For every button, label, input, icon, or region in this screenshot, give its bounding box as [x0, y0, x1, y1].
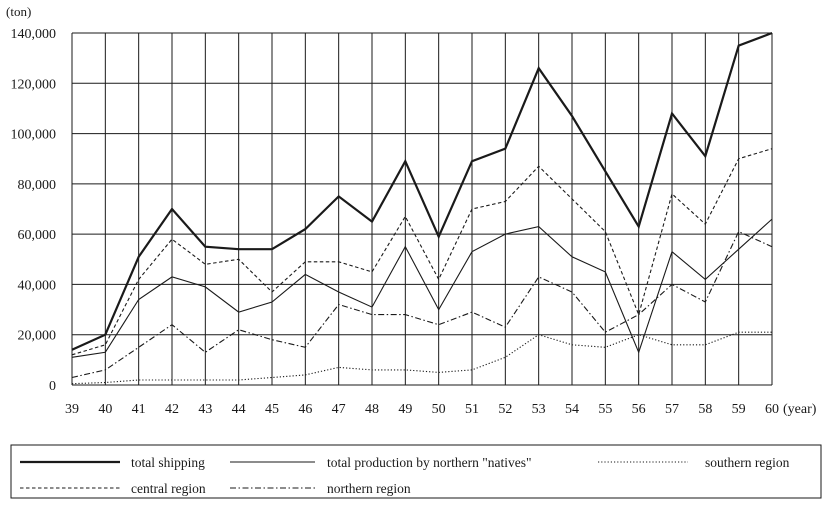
x-tick-label: 42 [165, 402, 179, 417]
x-tick-label: 53 [532, 402, 546, 417]
legend-label-2: southern region [705, 455, 790, 470]
series-line-4 [71, 230, 773, 379]
y-tick-label: 80,000 [18, 178, 57, 193]
x-tick-label: 55 [598, 402, 612, 417]
x-tick-label: 44 [232, 402, 246, 417]
series-line-2 [71, 331, 772, 385]
x-tick-label: 49 [398, 402, 412, 417]
x-tick-label: 41 [132, 402, 146, 417]
x-tick-label: 56 [632, 402, 646, 417]
x-tick-label: 52 [498, 402, 512, 417]
legend-label-4: northern region [327, 481, 411, 496]
y-axis-label: (ton) [6, 4, 31, 19]
series-line-0 [71, 31, 773, 351]
x-tick-label: 40 [98, 402, 112, 417]
x-tick-label: 54 [565, 402, 579, 417]
y-tick-label: 140,000 [11, 27, 57, 42]
y-tick-label: 40,000 [18, 278, 57, 293]
x-axis-label: (year) [783, 402, 817, 417]
x-tick-label: 59 [732, 402, 746, 417]
x-tick-label: 45 [265, 402, 279, 417]
x-tick-label: 57 [665, 402, 679, 417]
x-tick-label: 47 [332, 402, 346, 417]
legend-label-1: total production by northern "natives" [327, 455, 531, 470]
legend-label-0: total shipping [131, 455, 205, 470]
x-tick-label: 48 [365, 402, 379, 417]
x-tick-label: 58 [698, 402, 712, 417]
legend-label-3: central region [131, 481, 206, 496]
x-tick-label: 60 [765, 402, 779, 417]
x-tick-label: 39 [65, 402, 79, 417]
series-line-3 [71, 148, 773, 356]
y-tick-label: 100,000 [11, 128, 57, 143]
x-tick-label: 51 [465, 402, 479, 417]
y-tick-label: 120,000 [11, 77, 57, 92]
legend-box [10, 444, 822, 499]
y-tick-label: 0 [49, 379, 56, 394]
tick-labels: 0 20,000 40,000 60,000 80,000 100,000 120,000 1… [11, 27, 780, 417]
x-tick-label: 46 [298, 402, 312, 417]
series-line-1 [71, 218, 773, 358]
x-tick-label: 43 [198, 402, 212, 417]
x-tick-label: 50 [432, 402, 446, 417]
legend: total shipping total production by northe… [10, 444, 822, 499]
grid [71, 32, 773, 386]
y-tick-label: 60,000 [18, 228, 57, 243]
y-tick-label: 20,000 [18, 329, 57, 344]
series-lines [71, 31, 773, 385]
